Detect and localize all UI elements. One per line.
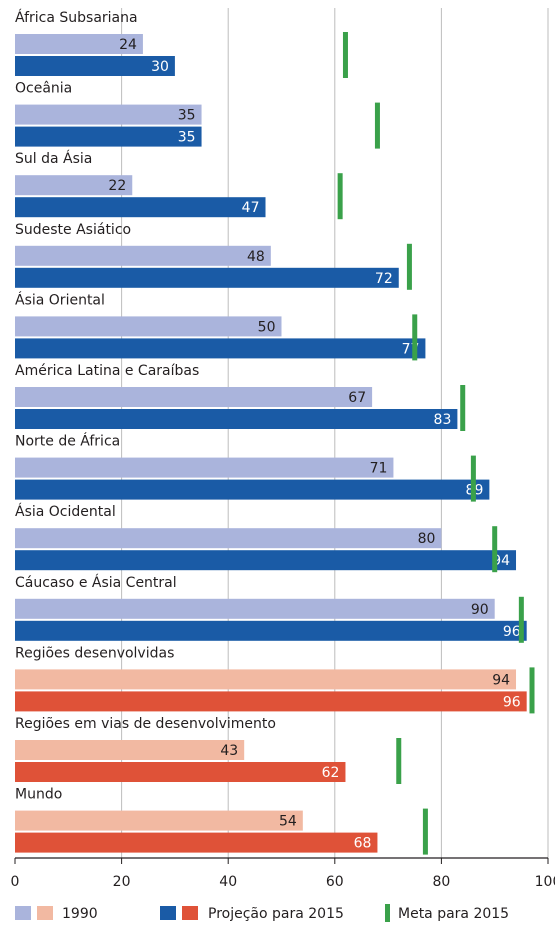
target-marker-asia-oriental [412, 314, 418, 361]
target-marker-norte-de-africa [470, 455, 476, 502]
value-label-2015-america-latina-e-caraibas: 83 [434, 412, 452, 428]
bars: África Subsariana 24 30 Oceânia 35 35 Sul da Á… [15, 9, 535, 855]
value-label-1990-asia-ocidental: 80 [418, 531, 436, 547]
category-label-asia-ocidental: Ásia Ocidental [15, 503, 116, 520]
x-tick-label-0: 0 [11, 874, 20, 890]
value-label-1990-regioes-desenvolvidas: 94 [492, 672, 510, 688]
bar-2015-sudeste-asiatico [15, 267, 399, 288]
bar-2015-asia-ocidental [15, 550, 517, 571]
bar-1990-asia-oriental [15, 316, 282, 337]
value-label-1990-sudeste-asiatico: 48 [247, 249, 265, 265]
target-marker-caucaso-e-asia-central [518, 596, 524, 643]
category-label-regioes-desenvolvidas: Regiões desenvolvidas [15, 645, 174, 661]
category-label-regioes-em-vias-de-desenvolvimento: Regiões em vias de desenvolvimento [15, 716, 276, 732]
value-label-2015-sudeste-asiatico: 72 [375, 271, 393, 287]
legend-swatch-target [385, 904, 390, 922]
target-marker-africa-subsariana [342, 32, 348, 78]
bar-2015-africa-subsariana [15, 56, 175, 76]
bar-1990-norte-de-africa [15, 457, 394, 478]
value-label-1990-caucaso-e-asia-central: 90 [471, 602, 489, 618]
x-tick-label-40: 40 [219, 874, 237, 890]
legend-label-2015: Projeção para 2015 [208, 906, 344, 922]
bar-2015-oceania [15, 126, 202, 147]
legend-label-target: Meta para 2015 [398, 906, 509, 922]
target-marker-regioes-em-vias-de-desenvolvimento [396, 738, 402, 784]
category-label-asia-oriental: Ásia Oriental [15, 291, 105, 308]
value-label-2015-africa-subsariana: 30 [151, 59, 169, 75]
x-tick-label-20: 20 [113, 874, 131, 890]
bar-1990-america-latina-e-caraibas [15, 387, 373, 407]
bar-2015-mundo [15, 832, 378, 853]
target-marker-america-latina-e-caraibas [460, 385, 466, 431]
target-marker-asia-ocidental [492, 526, 498, 573]
x-tick-label-60: 60 [326, 874, 344, 890]
legend-swatch-1990-regional [15, 906, 31, 920]
category-label-mundo: Mundo [15, 787, 62, 803]
bar-1990-oceania [15, 104, 202, 125]
value-label-2015-mundo: 68 [354, 836, 372, 852]
bar-1990-sul-da-asia [15, 175, 133, 196]
bar-2015-sul-da-asia [15, 197, 266, 218]
bar-2015-asia-oriental [15, 338, 426, 359]
value-label-1990-asia-oriental: 50 [258, 319, 276, 335]
bar-1990-africa-subsariana [15, 34, 143, 54]
target-marker-sudeste-asiatico [406, 243, 412, 290]
bar-2015-regioes-em-vias-de-desenvolvimento [15, 762, 346, 782]
value-label-1990-america-latina-e-caraibas: 67 [348, 390, 366, 406]
legend-swatch-2015-aggregate [182, 906, 198, 920]
value-label-1990-norte-de-africa: 71 [370, 461, 388, 477]
category-label-america-latina-e-caraibas: América Latina e Caraíbas [15, 363, 199, 379]
legend-swatch-2015-regional [160, 906, 176, 920]
value-label-1990-africa-subsariana: 24 [119, 37, 137, 53]
bar-1990-regioes-desenvolvidas [15, 669, 517, 690]
legend-label-1990: 1990 [62, 906, 98, 922]
target-marker-mundo [422, 808, 428, 855]
target-marker-oceania [374, 102, 380, 149]
value-label-2015-oceania: 35 [178, 130, 196, 146]
value-label-1990-regioes-em-vias-de-desenvolvimento: 43 [220, 743, 238, 759]
bar-1990-asia-ocidental [15, 528, 442, 549]
x-tick-label-80: 80 [432, 874, 450, 890]
category-label-caucaso-e-asia-central: Cáucaso e Ásia Central [15, 574, 177, 591]
value-label-2015-sul-da-asia: 47 [242, 200, 260, 216]
bar-2015-regioes-desenvolvidas [15, 691, 527, 712]
category-label-sudeste-asiatico: Sudeste Asiático [15, 222, 131, 238]
value-label-1990-oceania: 35 [178, 108, 196, 124]
bar-2015-norte-de-africa [15, 479, 490, 500]
bar-1990-regioes-em-vias-de-desenvolvimento [15, 740, 245, 760]
category-label-africa-subsariana: África Subsariana [15, 9, 138, 26]
category-label-oceania: Oceânia [15, 81, 72, 97]
legend-swatch-1990-aggregate [37, 906, 53, 920]
value-label-2015-regioes-em-vias-de-desenvolvimento: 62 [322, 765, 340, 781]
x-tick-label-100: 100 [535, 874, 555, 890]
value-label-1990-mundo: 54 [279, 814, 297, 830]
bar-2015-caucaso-e-asia-central [15, 620, 527, 641]
gridlines [121, 8, 549, 858]
value-label-2015-caucaso-e-asia-central: 96 [503, 624, 521, 640]
bar-1990-sudeste-asiatico [15, 245, 271, 266]
category-label-sul-da-asia: Sul da Ásia [15, 150, 92, 167]
bar-1990-caucaso-e-asia-central [15, 598, 495, 619]
value-label-1990-sul-da-asia: 22 [108, 178, 126, 194]
target-marker-sul-da-asia [337, 173, 343, 220]
target-marker-regioes-desenvolvidas [529, 667, 535, 714]
bar-1990-mundo [15, 810, 303, 831]
x-axis: 0 20 40 60 80 100 [11, 857, 555, 890]
value-label-2015-regioes-desenvolvidas: 96 [503, 694, 521, 710]
bar-2015-america-latina-e-caraibas [15, 409, 458, 429]
legend: 1990 Projeção para 2015 Meta para 2015 [15, 904, 509, 922]
category-label-norte-de-africa: Norte de África [15, 433, 120, 450]
